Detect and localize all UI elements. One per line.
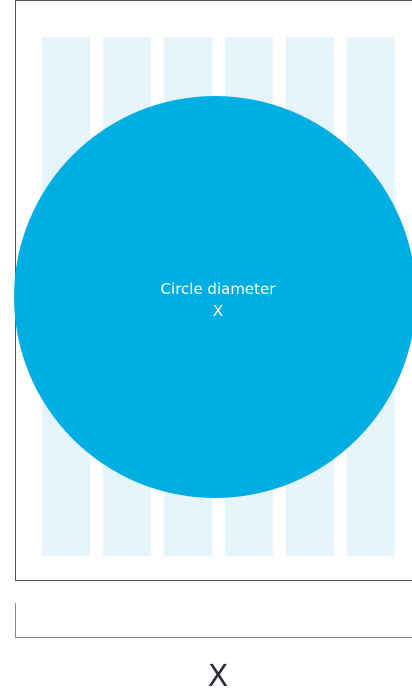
circle [14, 96, 412, 498]
circle-symbol: X [213, 302, 223, 320]
dimension-bracket [15, 603, 412, 638]
circle-label: Circle diameter [161, 280, 277, 298]
dimension-label: X [208, 659, 229, 694]
